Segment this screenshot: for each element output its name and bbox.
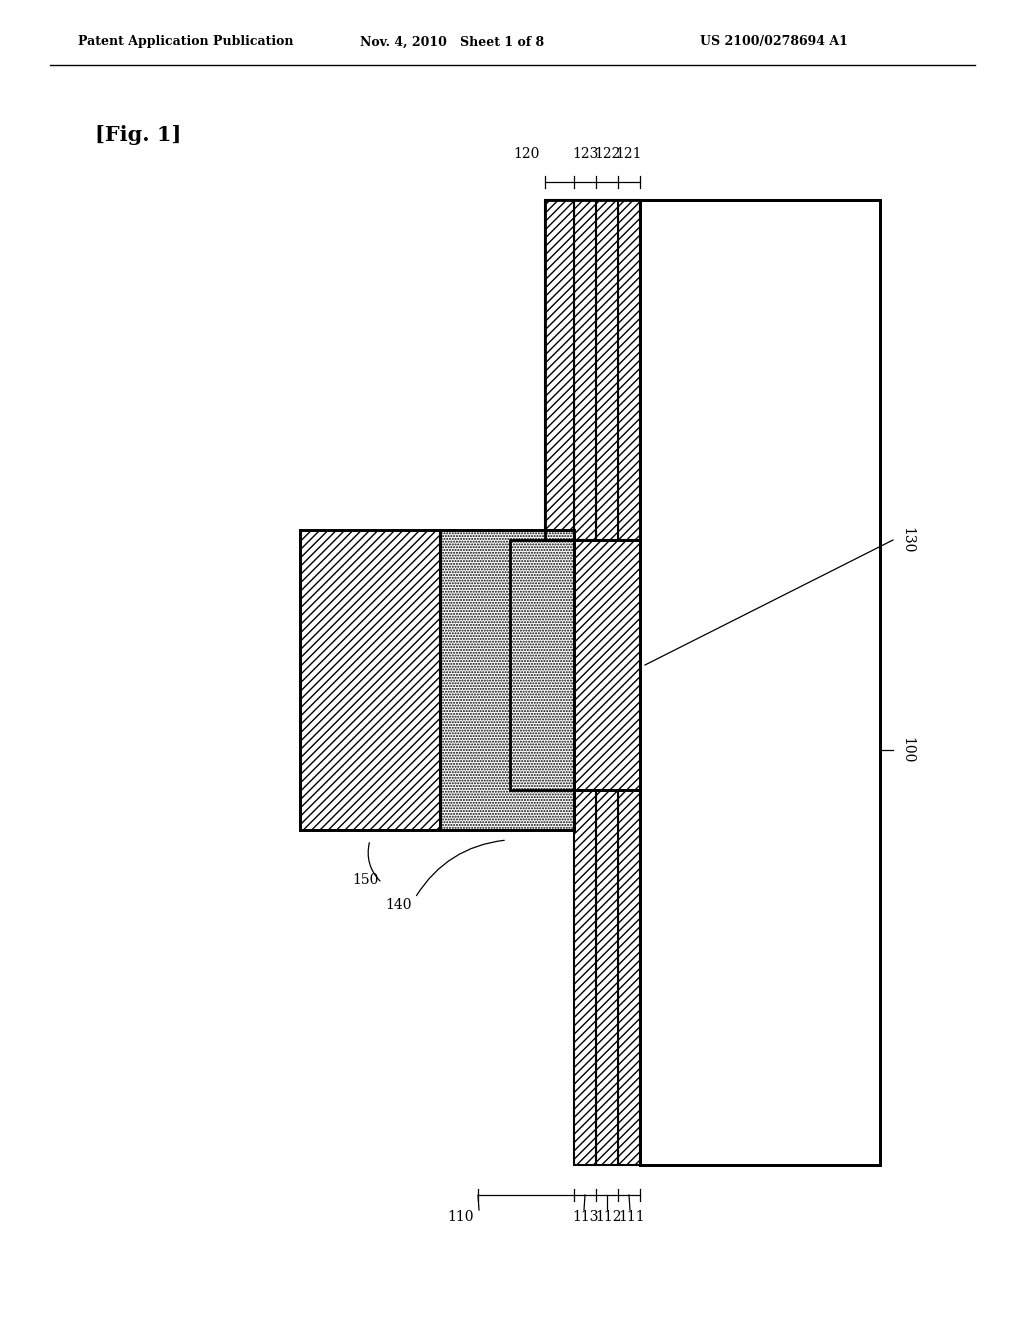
Text: 111: 111 [618, 1210, 645, 1224]
Text: 130: 130 [900, 527, 914, 553]
Text: [Fig. 1]: [Fig. 1] [95, 125, 181, 145]
Text: 112: 112 [596, 1210, 623, 1224]
Text: 121: 121 [615, 147, 642, 161]
Bar [618, 789, 640, 1166]
Bar [300, 531, 440, 830]
Bar [510, 540, 640, 789]
Text: 140: 140 [385, 898, 412, 912]
Bar [574, 789, 596, 1166]
Bar [596, 201, 618, 540]
Text: 123: 123 [571, 147, 598, 161]
Bar [440, 531, 574, 830]
Bar [300, 531, 440, 830]
Bar [510, 540, 640, 789]
Bar [545, 201, 574, 540]
Bar [545, 201, 640, 540]
Text: 110: 110 [447, 1210, 474, 1224]
Text: 150: 150 [352, 873, 379, 887]
Text: 122: 122 [594, 147, 621, 161]
Text: Nov. 4, 2010   Sheet 1 of 8: Nov. 4, 2010 Sheet 1 of 8 [360, 36, 544, 49]
Text: Patent Application Publication: Patent Application Publication [78, 36, 294, 49]
Text: US 2100/0278694 A1: US 2100/0278694 A1 [700, 36, 848, 49]
Bar [640, 201, 880, 1166]
Bar [618, 201, 640, 540]
Text: 100: 100 [900, 737, 914, 763]
Bar [440, 531, 574, 830]
Bar [574, 201, 596, 540]
Text: 113: 113 [572, 1210, 599, 1224]
Bar [640, 201, 880, 1166]
Text: 120: 120 [514, 147, 540, 161]
Bar [596, 789, 618, 1166]
